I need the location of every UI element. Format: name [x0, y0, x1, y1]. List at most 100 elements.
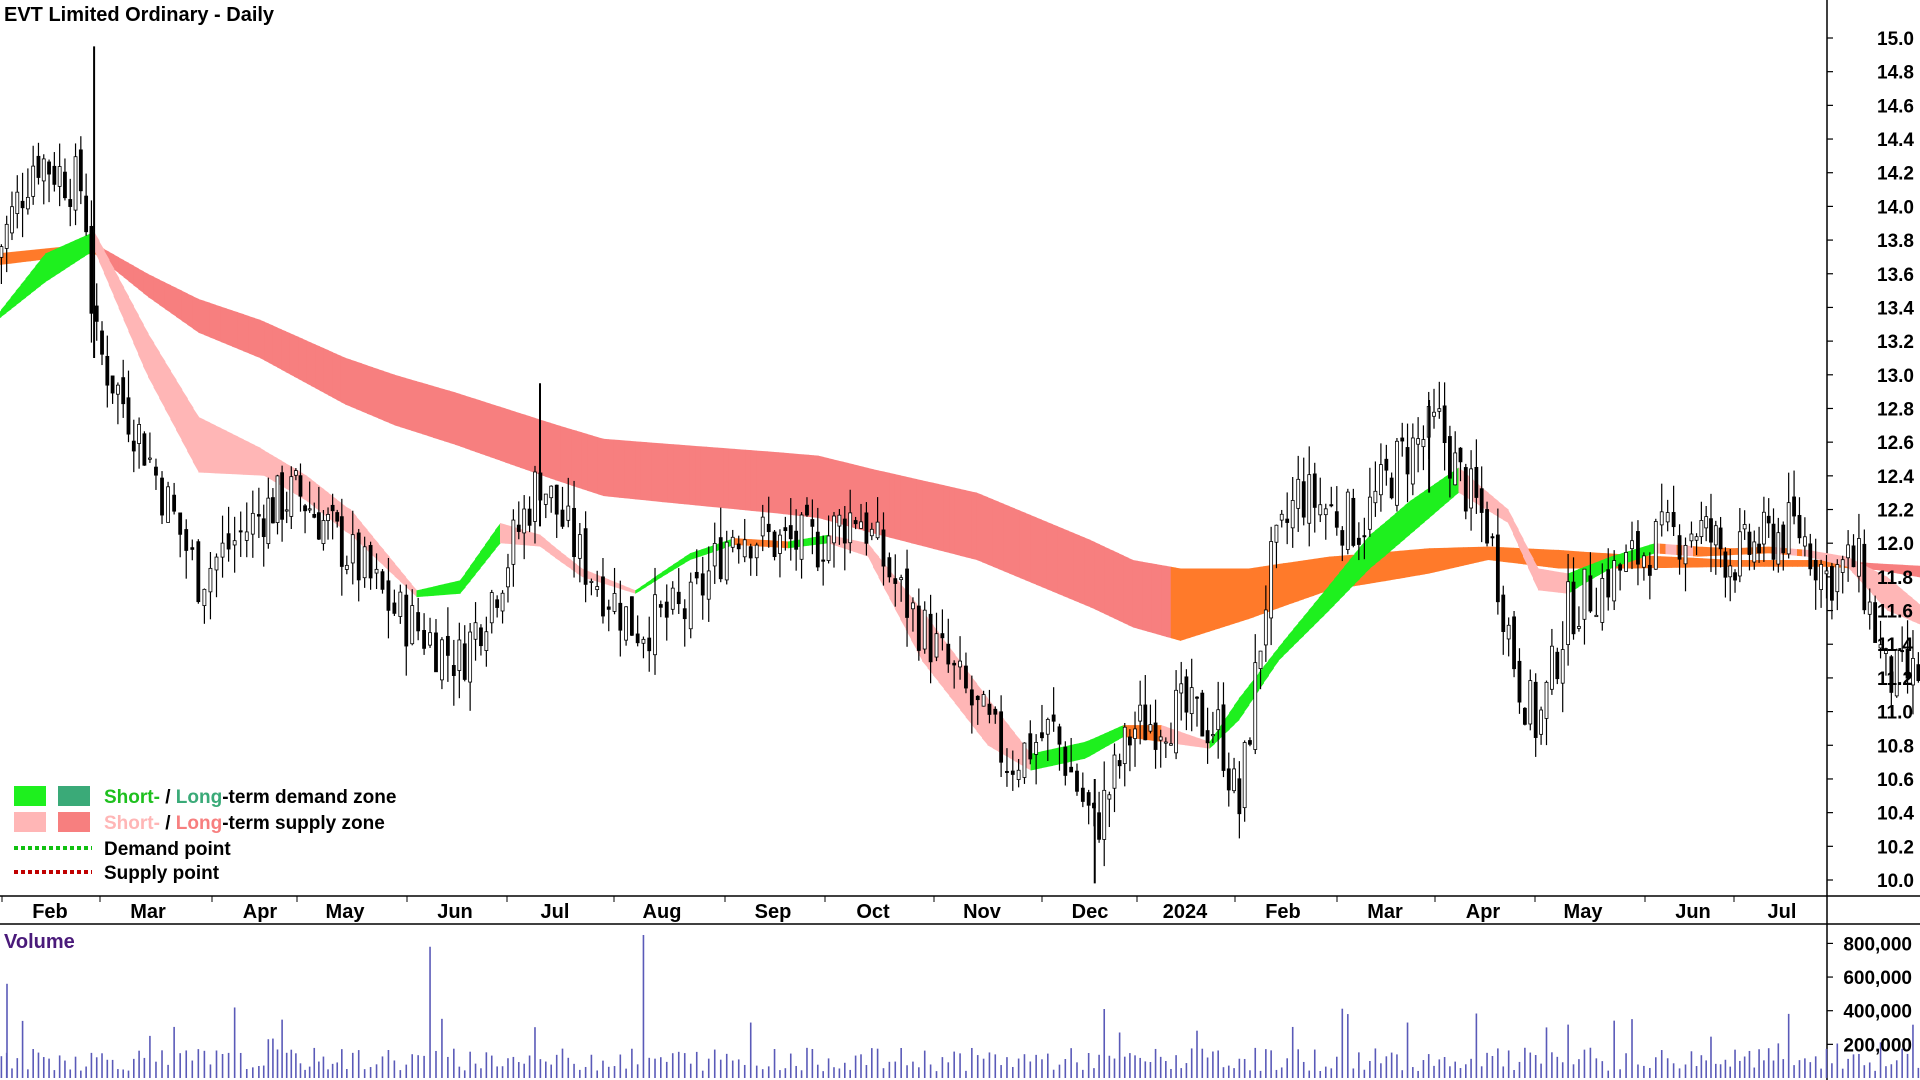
- legend-short-supply-swatch: [14, 812, 46, 832]
- candle-body: [1318, 504, 1323, 516]
- candle-body: [266, 497, 271, 545]
- candle-body: [1040, 732, 1044, 739]
- candle-body: [1776, 532, 1781, 565]
- short-term-band-segment: [495, 522, 501, 550]
- short-term-band-segment: [1099, 733, 1105, 751]
- short-term-band-segment: [656, 571, 663, 581]
- long-term-band-segment: [905, 476, 912, 544]
- short-term-band-segment: [863, 542, 869, 557]
- long-term-band-segment: [750, 450, 757, 512]
- short-term-band-segment: [667, 564, 674, 574]
- candle-body: [1312, 473, 1317, 508]
- short-term-band-segment: [198, 416, 205, 473]
- candle-body: [1248, 740, 1252, 745]
- price-tick-label: 11.0: [1877, 703, 1913, 724]
- long-term-band-segment: [943, 485, 950, 554]
- candle-body: [549, 485, 554, 499]
- candle-body: [275, 475, 280, 524]
- candle-body: [1345, 491, 1350, 550]
- short-term-band-segment: [1419, 490, 1425, 527]
- legend-demand-rest: -term demand zone: [222, 787, 396, 808]
- short-term-band-segment: [1523, 538, 1529, 568]
- long-term-band-segment: [254, 317, 261, 359]
- long-term-band-segment: [894, 474, 901, 541]
- short-term-band-segment: [103, 250, 110, 286]
- price-tick-label: 12.8: [1877, 399, 1914, 420]
- short-term-band-segment: [587, 570, 594, 581]
- short-term-band-segment: [1399, 505, 1406, 544]
- long-term-band-segment: [1019, 510, 1026, 581]
- long-term-band-segment: [1697, 558, 1703, 568]
- short-term-band-segment: [1715, 547, 1721, 556]
- long-term-band-segment: [1429, 548, 1435, 574]
- candle-body: [1659, 511, 1664, 526]
- long-term-band-segment: [449, 390, 456, 445]
- short-term-band-segment: [378, 543, 385, 566]
- candle-body: [911, 602, 915, 610]
- candle-body: [1221, 704, 1226, 771]
- long-term-band-segment: [1161, 565, 1167, 637]
- month-tick-label: Feb: [32, 901, 68, 923]
- candle-body: [1010, 770, 1015, 775]
- short-term-band-segment: [465, 565, 471, 588]
- long-term-band-segment: [475, 398, 481, 454]
- short-term-band-segment: [673, 560, 680, 571]
- long-term-band-segment: [1701, 558, 1707, 568]
- long-term-band-segment: [965, 490, 972, 559]
- long-term-band-segment: [1458, 547, 1464, 567]
- candle-body: [468, 631, 473, 683]
- candle-body: [794, 530, 799, 550]
- long-term-band-segment: [640, 441, 647, 501]
- long-term-band-segment: [460, 393, 466, 449]
- long-term-band-segment: [480, 400, 486, 456]
- short-term-band-segment: [204, 419, 211, 474]
- short-term-band-segment: [1443, 474, 1450, 506]
- zone-bands: [0, 231, 1920, 771]
- short-term-band-segment: [1882, 574, 1888, 611]
- short-term-band-segment: [389, 556, 396, 577]
- short-term-band-segment: [113, 268, 120, 309]
- long-term-band-segment: [1558, 549, 1564, 569]
- short-term-band-segment: [319, 485, 325, 515]
- candle-body: [993, 708, 998, 715]
- short-term-band-segment: [79, 236, 85, 260]
- long-term-band-segment: [510, 409, 516, 466]
- short-term-band-segment: [1872, 569, 1878, 600]
- short-term-band-segment: [260, 447, 265, 476]
- candle-body: [1395, 440, 1399, 506]
- candle-body: [148, 457, 152, 460]
- long-term-band-segment: [495, 405, 501, 461]
- legend-demand-sep: /: [160, 787, 176, 808]
- candle-body: [1448, 436, 1452, 479]
- short-term-band-segment: [1488, 492, 1494, 514]
- long-term-band-segment: [285, 331, 291, 375]
- long-term-band-segment: [1902, 564, 1908, 576]
- candle-body: [386, 580, 391, 611]
- long-term-band-segment: [667, 443, 674, 504]
- candle-body: [832, 515, 836, 544]
- candle-body: [748, 546, 753, 559]
- long-term-band-segment: [1199, 568, 1206, 635]
- candle-body: [250, 512, 255, 535]
- long-term-band-segment: [1733, 560, 1739, 567]
- candle-body: [688, 581, 693, 630]
- candle-body: [1647, 564, 1652, 576]
- month-tick-label: Oct: [856, 901, 890, 923]
- short-term-band-segment: [535, 533, 541, 547]
- short-term-band-segment: [858, 541, 864, 555]
- short-term-band-segment: [209, 422, 216, 474]
- long-term-band-segment: [1147, 562, 1153, 633]
- long-term-band-segment: [1478, 546, 1484, 563]
- candle-body: [1034, 741, 1039, 755]
- candle-body: [1367, 496, 1372, 530]
- long-term-band-segment: [1298, 560, 1304, 602]
- short-term-band-segment: [350, 509, 357, 540]
- short-term-band-segment: [1308, 603, 1315, 631]
- candle-body: [1269, 541, 1274, 619]
- long-term-band-segment: [911, 477, 918, 545]
- short-term-band-segment: [254, 444, 261, 476]
- month-tick-label: Jul: [1768, 901, 1797, 923]
- candle-body: [1400, 437, 1405, 442]
- long-term-band-segment: [1379, 552, 1386, 582]
- long-term-band-segment: [400, 376, 407, 429]
